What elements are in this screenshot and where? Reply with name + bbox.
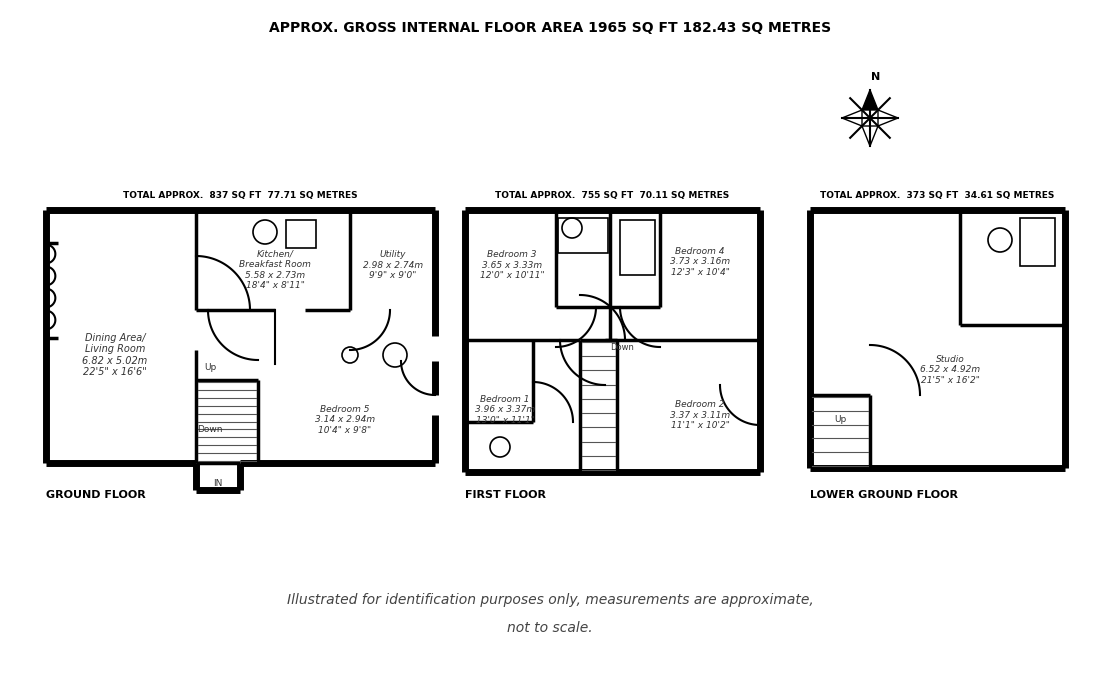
Text: Illustrated for identification purposes only, measurements are approximate,: Illustrated for identification purposes … [287, 593, 813, 607]
Text: Bedroom 3
3.65 x 3.33m
12'0" x 10'11": Bedroom 3 3.65 x 3.33m 12'0" x 10'11" [480, 250, 544, 280]
Bar [1020, 218, 1055, 266]
Text: Bedroom 1
3.96 x 3.37m
13'0" x 11'1": Bedroom 1 3.96 x 3.37m 13'0" x 11'1" [475, 395, 535, 425]
Text: Up: Up [834, 416, 846, 424]
Text: Utility
2.98 x 2.74m
9'9" x 9'0": Utility 2.98 x 2.74m 9'9" x 9'0" [363, 250, 424, 280]
Text: LOWER GROUND FLOOR: LOWER GROUND FLOOR [810, 490, 958, 500]
Polygon shape [862, 126, 878, 146]
Text: Studio
6.52 x 4.92m
21'5" x 16'2": Studio 6.52 x 4.92m 21'5" x 16'2" [920, 355, 980, 385]
Text: N: N [871, 72, 881, 82]
Polygon shape [862, 90, 878, 110]
Text: TOTAL APPROX.  837 SQ FT  77.71 SQ METRES: TOTAL APPROX. 837 SQ FT 77.71 SQ METRES [123, 191, 358, 200]
Bar [558, 218, 608, 253]
Text: Up: Up [204, 363, 216, 372]
Text: TOTAL APPROX.  373 SQ FT  34.61 SQ METRES: TOTAL APPROX. 373 SQ FT 34.61 SQ METRES [820, 191, 1054, 200]
Bar [286, 220, 316, 248]
Polygon shape [878, 110, 898, 126]
Text: Down: Down [610, 344, 634, 353]
Text: Down: Down [197, 426, 222, 435]
Polygon shape [842, 110, 862, 126]
Text: Dining Area/
Living Room
6.82 x 5.02m
22'5" x 16'6": Dining Area/ Living Room 6.82 x 5.02m 22… [82, 333, 147, 378]
Text: Kitchen/
Breakfast Room
5.58 x 2.73m
18'4" x 8'11": Kitchen/ Breakfast Room 5.58 x 2.73m 18'… [239, 250, 311, 290]
Text: FIRST FLOOR: FIRST FLOOR [465, 490, 546, 500]
Text: IN: IN [213, 479, 222, 487]
Text: Bedroom 5
3.14 x 2.94m
10'4" x 9'8": Bedroom 5 3.14 x 2.94m 10'4" x 9'8" [315, 405, 375, 435]
Text: not to scale.: not to scale. [507, 621, 593, 635]
Text: TOTAL APPROX.  755 SQ FT  70.11 SQ METRES: TOTAL APPROX. 755 SQ FT 70.11 SQ METRES [495, 191, 729, 200]
Bar [620, 220, 654, 275]
Text: Bedroom 2
3.37 x 3.11m
11'1" x 10'2": Bedroom 2 3.37 x 3.11m 11'1" x 10'2" [670, 400, 730, 430]
Text: Bedroom 4
3.73 x 3.16m
12'3" x 10'4": Bedroom 4 3.73 x 3.16m 12'3" x 10'4" [670, 247, 730, 277]
Text: GROUND FLOOR: GROUND FLOOR [46, 490, 145, 500]
Text: APPROX. GROSS INTERNAL FLOOR AREA 1965 SQ FT 182.43 SQ METRES: APPROX. GROSS INTERNAL FLOOR AREA 1965 S… [268, 21, 832, 35]
